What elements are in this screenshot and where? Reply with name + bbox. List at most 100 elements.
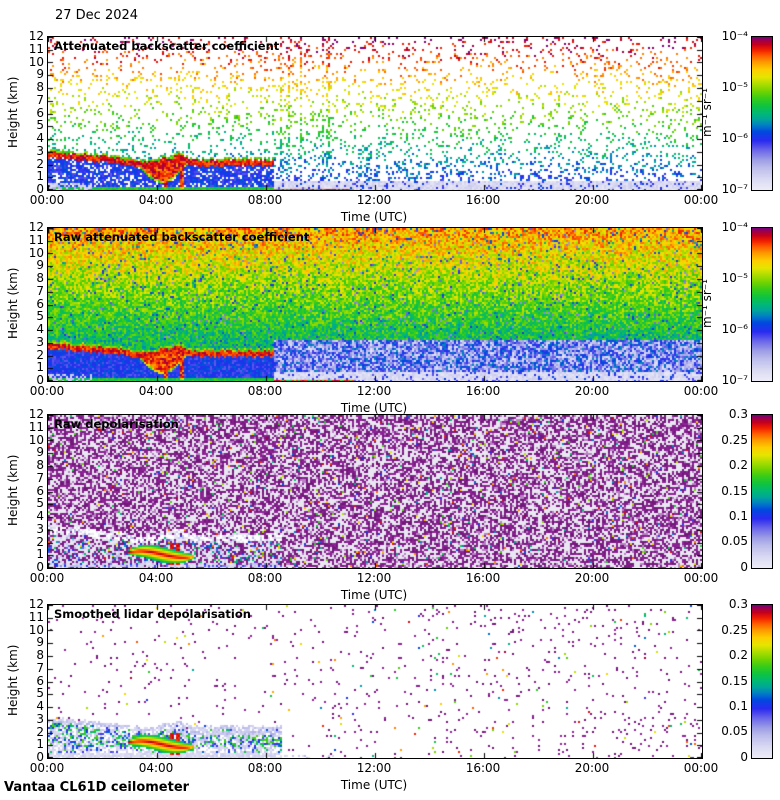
- y-tick-label: 1: [36, 737, 44, 752]
- y-tick-label: 2: [36, 156, 44, 171]
- plot-area-raw-backscatter: Raw attenuated backscatter coefficient: [47, 227, 703, 382]
- plot-area-raw-depolarisation: Raw depolarisation: [47, 414, 703, 569]
- colorbar-tick-label: 0.05: [721, 534, 748, 549]
- colorbar-unit-label: m⁻¹ sr⁻¹: [700, 279, 714, 328]
- y-tick-label: 10: [28, 432, 44, 447]
- x-tick-label: 16:00: [465, 193, 501, 207]
- colorbar-smoothed-depolarisation: [751, 604, 773, 759]
- x-tick-label: 20:00: [574, 384, 610, 398]
- colorbar-canvas-1: [752, 228, 772, 381]
- y-tick-label: 2: [36, 534, 44, 549]
- colorbar-tick-label: 0.2: [728, 457, 748, 472]
- colorbar-tick-label: 0.1: [728, 509, 748, 523]
- colorbar-tick-label: 10⁻⁴: [721, 29, 748, 43]
- heatmap-canvas-1: [48, 228, 702, 381]
- y-tick-label: 5: [36, 309, 44, 324]
- x-tick-label: 04:00: [138, 384, 174, 398]
- heatmap-canvas-2: [48, 415, 702, 568]
- colorbar-tick-label: 0.25: [721, 622, 748, 637]
- y-tick-label: 2: [36, 347, 44, 362]
- x-tick-label: 00:00: [29, 193, 65, 207]
- y-tick-label: 1: [36, 169, 44, 184]
- x-tick-label: 16:00: [465, 761, 501, 775]
- x-tick-label: 00:00: [683, 761, 719, 775]
- colorbar-tick-label: 0: [740, 750, 748, 764]
- y-tick-label: 0: [36, 373, 44, 387]
- y-tick-label: 9: [36, 445, 44, 460]
- colorbar-tick-label: 10⁻⁷: [721, 373, 748, 387]
- y-tick-label: 0: [36, 750, 44, 764]
- x-tick-label: 16:00: [465, 384, 501, 398]
- y-tick-label: 11: [28, 232, 44, 247]
- colorbar-tick-label: 10⁻⁶: [721, 322, 748, 336]
- colorbar-tick-label: 0.3: [728, 597, 748, 611]
- y-tick-label: 11: [28, 41, 44, 56]
- y-tick-label: 10: [28, 54, 44, 69]
- y-tick-label: 8: [36, 648, 44, 662]
- x-tick-label: 08:00: [247, 193, 283, 207]
- y-tick-label: 6: [36, 673, 44, 688]
- x-tick-label: 12:00: [356, 384, 392, 398]
- x-tick-label: 00:00: [29, 571, 65, 585]
- x-tick-label: 00:00: [29, 761, 65, 775]
- y-tick-label: 12: [28, 29, 44, 43]
- x-tick-label: 04:00: [138, 571, 174, 585]
- y-tick-label: 12: [28, 407, 44, 421]
- panel-title-raw-depolarisation: Raw depolarisation: [54, 417, 179, 431]
- date-label: 27 Dec 2024: [55, 8, 139, 23]
- y-tick-label: 7: [36, 283, 44, 298]
- colorbar-tick-label: 10⁻⁶: [721, 131, 748, 145]
- y-tick-label: 9: [36, 258, 44, 273]
- y-tick-label: 12: [28, 220, 44, 234]
- y-tick-label: 6: [36, 296, 44, 311]
- x-axis-label: Time (UTC): [340, 210, 408, 224]
- colorbar-tick-label: 0: [740, 560, 748, 574]
- colorbar-tick-label: 0.2: [728, 647, 748, 662]
- x-tick-label: 16:00: [465, 571, 501, 585]
- y-tick-label: 7: [36, 92, 44, 107]
- panel-title-smoothed-depolarisation: Smoothed lidar depolarisation: [54, 607, 251, 621]
- x-tick-label: 00:00: [683, 193, 719, 207]
- panel-title-attenuated-backscatter: Attenuated backscatter coefficient: [54, 39, 280, 53]
- y-axis-label: Height (km): [6, 267, 20, 340]
- colorbar-tick-label: 10⁻⁷: [721, 182, 748, 196]
- y-tick-label: 5: [36, 496, 44, 511]
- heatmap-canvas-3: [48, 605, 702, 758]
- x-tick-label: 04:00: [138, 193, 174, 207]
- x-axis-label: Time (UTC): [340, 778, 408, 792]
- y-tick-label: 6: [36, 483, 44, 498]
- colorbar-canvas-0: [752, 37, 772, 190]
- y-tick-label: 4: [36, 509, 44, 523]
- colorbar-tick-label: 0.1: [728, 699, 748, 713]
- plot-area-smoothed-depolarisation: Smoothed lidar depolarisation: [47, 604, 703, 759]
- y-tick-label: 10: [28, 622, 44, 637]
- colorbar-canvas-2: [752, 415, 772, 568]
- y-tick-label: 5: [36, 118, 44, 133]
- colorbar-canvas-3: [752, 605, 772, 758]
- y-tick-label: 4: [36, 322, 44, 336]
- y-tick-label: 8: [36, 80, 44, 94]
- panel-title-raw-backscatter: Raw attenuated backscatter coefficient: [54, 230, 310, 244]
- x-tick-label: 00:00: [683, 571, 719, 585]
- y-tick-label: 9: [36, 67, 44, 82]
- colorbar-raw-depolarisation: [751, 414, 773, 569]
- x-axis-label: Time (UTC): [340, 588, 408, 602]
- y-tick-label: 0: [36, 182, 44, 196]
- y-tick-label: 6: [36, 105, 44, 120]
- y-tick-label: 10: [28, 245, 44, 260]
- x-tick-label: 00:00: [683, 384, 719, 398]
- x-tick-label: 20:00: [574, 193, 610, 207]
- colorbar-raw-backscatter: [751, 227, 773, 382]
- x-tick-label: 12:00: [356, 193, 392, 207]
- colorbar-tick-label: 0.15: [721, 673, 748, 688]
- y-tick-label: 3: [36, 143, 44, 158]
- colorbar-tick-label: 10⁻⁵: [721, 79, 748, 94]
- x-axis-label: Time (UTC): [340, 401, 408, 415]
- y-tick-label: 1: [36, 547, 44, 562]
- y-axis-label: Height (km): [6, 76, 20, 149]
- x-tick-label: 12:00: [356, 571, 392, 585]
- x-tick-label: 04:00: [138, 761, 174, 775]
- y-tick-label: 7: [36, 660, 44, 675]
- x-tick-label: 08:00: [247, 571, 283, 585]
